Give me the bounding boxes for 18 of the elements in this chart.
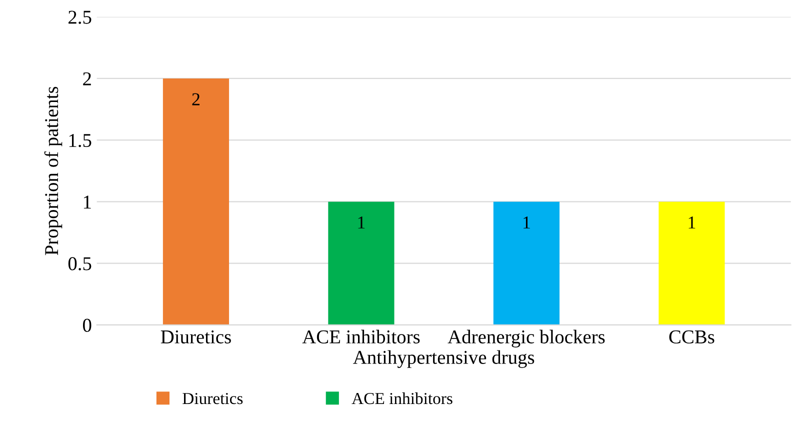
- y-tick-label: 0: [83, 318, 92, 332]
- data-label: 1: [358, 216, 365, 228]
- x-tick-label: Diuretics: [160, 330, 231, 344]
- y-tick-label: 0.5: [68, 257, 92, 270]
- x-tick-label: CCBs: [669, 330, 714, 344]
- data-label: 1: [524, 216, 530, 228]
- legend-label: Diuretics: [182, 392, 243, 404]
- x-axis-title: Antihypertensive drugs: [353, 350, 534, 368]
- x-tick-label: Adrenergic blockers: [448, 330, 605, 348]
- y-tick-label: 2.5: [68, 10, 92, 24]
- data-label: 2: [192, 93, 200, 106]
- y-tick-label: 1: [84, 196, 91, 208]
- data-label: 1: [688, 216, 696, 228]
- legend-label: ACE inhibitors: [352, 392, 452, 404]
- y-tick-label: 2: [83, 72, 91, 86]
- y-tick-label: 1.5: [69, 134, 92, 148]
- y-axis-title: Proportion of patients: [44, 86, 62, 256]
- x-tick-label: ACE inhibitors: [302, 330, 420, 344]
